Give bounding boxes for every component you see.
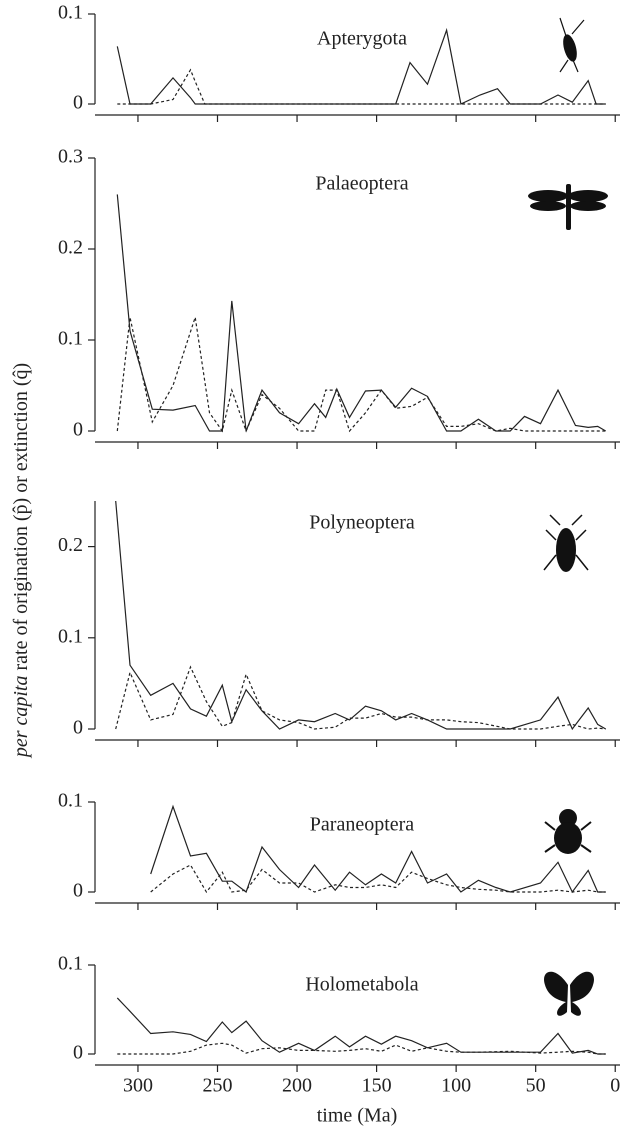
y-tick-label: 0 xyxy=(73,419,83,441)
y-tick-label: 0.1 xyxy=(58,625,83,647)
panel-title: Holometabola xyxy=(305,974,418,996)
icon-polyneoptera xyxy=(543,514,589,572)
extinction-line xyxy=(116,317,606,433)
origination-line xyxy=(150,804,606,894)
y-tick-label: 0 xyxy=(73,880,83,902)
extinction-line xyxy=(117,1042,606,1055)
origination-line xyxy=(115,500,606,731)
panel-title: Palaeoptera xyxy=(315,173,408,195)
icon-apterygota xyxy=(559,17,585,73)
y-axis-label: per capita rate of origination (p̂) or e… xyxy=(10,363,32,759)
x-tick-label: 150 xyxy=(362,1075,392,1097)
y-tick-label: 0.1 xyxy=(58,328,83,350)
extinction-line xyxy=(150,864,606,894)
origination-line xyxy=(116,27,606,105)
y-tick-label: 0.1 xyxy=(58,2,83,24)
origination-line xyxy=(116,997,606,1055)
y-tick-label: 0 xyxy=(73,1042,83,1064)
x-axis-label: time (Ma) xyxy=(317,1105,398,1127)
origination-line xyxy=(116,194,606,432)
x-tick-label: 250 xyxy=(203,1075,233,1097)
icon-paraneoptera xyxy=(544,809,592,854)
x-tick-label: 100 xyxy=(441,1075,471,1097)
x-tick-label: 200 xyxy=(282,1075,312,1097)
y-tick-label: 0.3 xyxy=(58,146,83,168)
y-tick-label: 0.2 xyxy=(58,534,83,556)
x-tick-label: 300 xyxy=(123,1075,153,1097)
panel-title: Polyneoptera xyxy=(309,512,415,534)
x-tick-label: 50 xyxy=(526,1075,546,1097)
y-label-italic: per capita xyxy=(10,676,32,760)
x-tick-label: 0 xyxy=(610,1075,620,1097)
panel-title: Paraneoptera xyxy=(310,814,415,836)
icon-holometabola xyxy=(544,971,594,1016)
icon-palaeoptera xyxy=(528,184,608,230)
panel-title: Apterygota xyxy=(317,28,407,50)
extinction-line xyxy=(117,68,606,105)
extinction-line xyxy=(115,665,606,730)
y-tick-label: 0.1 xyxy=(58,790,83,812)
y-label-text: rate of origination (p̂) or extinction (… xyxy=(10,363,32,671)
y-tick-label: 0.2 xyxy=(58,237,83,259)
y-tick-label: 0.1 xyxy=(58,953,83,975)
y-tick-label: 0 xyxy=(73,717,83,739)
y-tick-label: 0 xyxy=(73,92,83,114)
